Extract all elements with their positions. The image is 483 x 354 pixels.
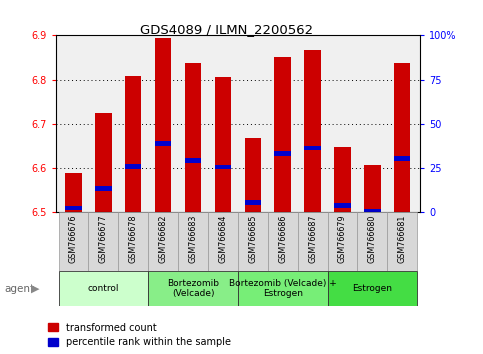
Bar — [65, 206, 82, 210]
Text: GSM766680: GSM766680 — [368, 214, 377, 263]
Bar — [95, 186, 112, 191]
Bar — [298, 212, 327, 271]
Bar — [334, 203, 351, 207]
Bar — [208, 212, 238, 271]
Text: GSM766676: GSM766676 — [69, 214, 78, 263]
Text: GSM766683: GSM766683 — [188, 214, 198, 263]
Bar — [334, 147, 351, 212]
Bar — [185, 63, 201, 212]
Bar — [394, 63, 411, 212]
Text: ▶: ▶ — [31, 284, 40, 293]
Bar — [387, 212, 417, 271]
Bar — [244, 138, 261, 212]
Bar — [215, 77, 231, 212]
Bar — [274, 152, 291, 156]
Bar — [148, 271, 238, 306]
Text: agent: agent — [5, 284, 35, 293]
Bar — [274, 57, 291, 212]
Text: GSM766678: GSM766678 — [129, 214, 138, 263]
Bar — [215, 165, 231, 170]
Bar — [364, 165, 381, 212]
Bar — [65, 173, 82, 212]
Bar — [327, 271, 417, 306]
Text: GSM766686: GSM766686 — [278, 214, 287, 263]
Text: GSM766687: GSM766687 — [308, 214, 317, 263]
Text: Bortezomib (Velcade) +
Estrogen: Bortezomib (Velcade) + Estrogen — [229, 279, 337, 298]
Bar — [148, 212, 178, 271]
Bar — [394, 156, 411, 161]
Bar — [185, 159, 201, 163]
Bar — [327, 212, 357, 271]
Legend: transformed count, percentile rank within the sample: transformed count, percentile rank withi… — [48, 322, 231, 347]
Bar — [155, 141, 171, 145]
Text: Estrogen: Estrogen — [353, 284, 392, 293]
Bar — [364, 209, 381, 214]
Text: GSM766677: GSM766677 — [99, 214, 108, 263]
Bar — [268, 212, 298, 271]
Bar — [178, 212, 208, 271]
Bar — [95, 113, 112, 212]
Bar — [125, 76, 142, 212]
Text: control: control — [87, 284, 119, 293]
Bar — [155, 39, 171, 212]
Bar — [238, 271, 327, 306]
Bar — [58, 271, 148, 306]
Text: GSM766679: GSM766679 — [338, 214, 347, 263]
Text: GSM766685: GSM766685 — [248, 214, 257, 263]
Bar — [304, 145, 321, 150]
Text: GSM766681: GSM766681 — [398, 214, 407, 263]
Bar — [357, 212, 387, 271]
Text: GDS4089 / ILMN_2200562: GDS4089 / ILMN_2200562 — [141, 23, 313, 36]
Bar — [238, 212, 268, 271]
Text: Bortezomib
(Velcade): Bortezomib (Velcade) — [167, 279, 219, 298]
Text: GSM766684: GSM766684 — [218, 214, 227, 263]
Text: GSM766682: GSM766682 — [158, 214, 168, 263]
Bar — [58, 212, 88, 271]
Bar — [244, 200, 261, 205]
Bar — [118, 212, 148, 271]
Bar — [304, 50, 321, 212]
Bar — [125, 164, 142, 169]
Bar — [88, 212, 118, 271]
